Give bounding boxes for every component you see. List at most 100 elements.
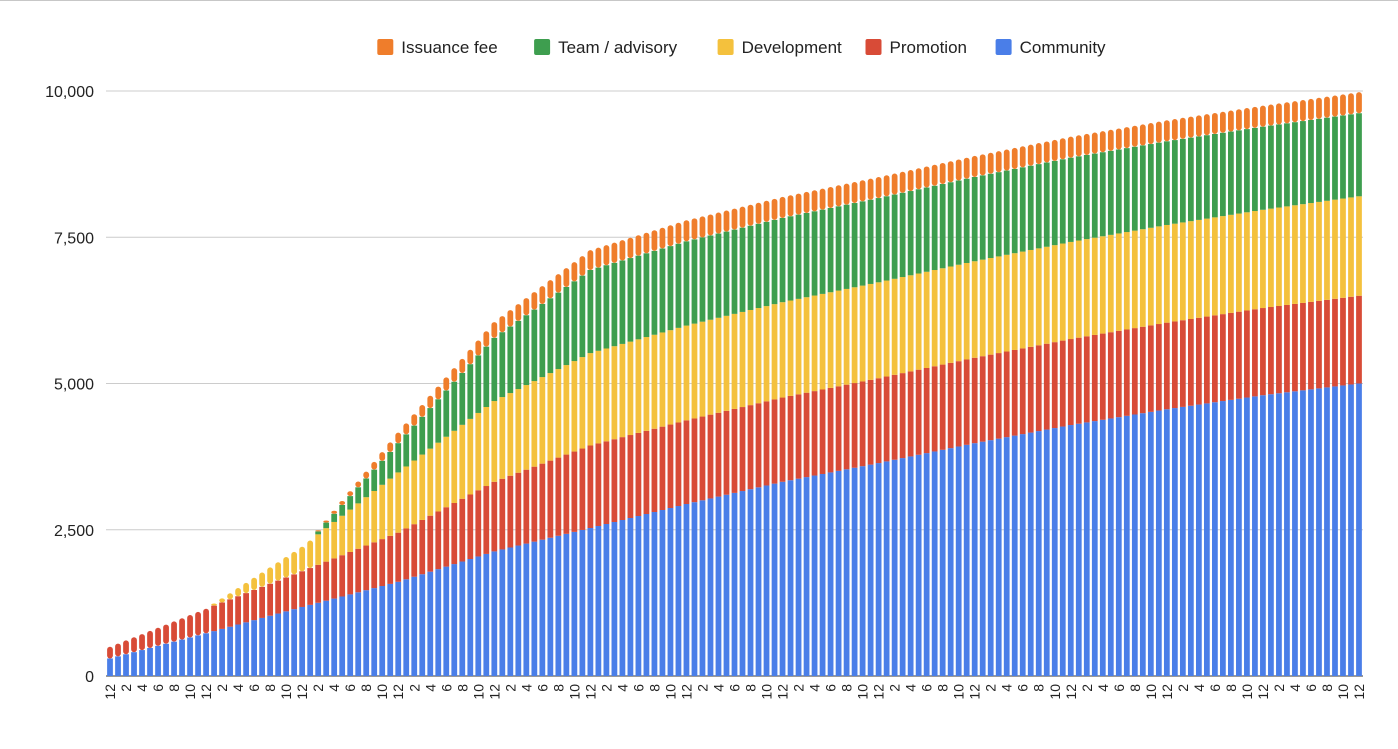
bar-segment-issuance-fee — [795, 193, 802, 215]
bar-segment-community — [1067, 425, 1074, 676]
bar-segment-team-advisory — [947, 182, 954, 267]
bar-segment-community — [219, 628, 225, 676]
x-tick-label: 8 — [743, 684, 759, 692]
bar-segment-community — [275, 613, 282, 676]
bar-segment-team-advisory — [771, 219, 778, 305]
bar-segment-community — [731, 492, 738, 676]
legend-item-development[interactable]: Development — [717, 38, 842, 57]
bar-segment-issuance-fee — [755, 202, 762, 224]
bar-segment-promotion — [1348, 296, 1354, 385]
bar-segment-issuance-fee — [427, 395, 434, 409]
bar-segment-issuance-fee — [1179, 117, 1186, 139]
bar-segment-promotion — [907, 371, 914, 457]
bar-segment-team-advisory — [403, 434, 410, 467]
bar-segment-promotion — [827, 387, 834, 473]
x-tick-label: 8 — [1031, 684, 1047, 692]
x-tick-label: 4 — [807, 684, 823, 692]
bar-segment-development — [1003, 254, 1010, 352]
bar-segment-issuance-fee — [987, 152, 994, 174]
x-tick-label: 12 — [582, 684, 598, 700]
bar-segment-promotion — [795, 394, 802, 479]
bar-segment-promotion — [1316, 300, 1322, 389]
bar-segment-issuance-fee — [835, 185, 842, 207]
bars — [107, 92, 1362, 677]
bar-segment-community — [667, 508, 674, 676]
bar-segment-team-advisory — [627, 258, 634, 342]
bar-segment-team-advisory — [915, 189, 922, 274]
bar-segment-issuance-fee — [1123, 127, 1130, 149]
bar-segment-issuance-fee — [515, 304, 522, 321]
bar-segment-development — [699, 321, 706, 417]
bar-segment-community — [683, 504, 690, 676]
bar-segment-team-advisory — [1284, 123, 1290, 207]
bar-segment-promotion — [1356, 295, 1362, 384]
bar-segment-development — [363, 497, 370, 546]
bar-segment-team-advisory — [867, 199, 874, 284]
bar-segment-issuance-fee — [363, 471, 370, 479]
bar-segment-issuance-fee — [443, 377, 450, 391]
bar-segment-team-advisory — [1171, 140, 1178, 224]
bar-segment-promotion — [203, 608, 209, 634]
bar-segment-promotion — [1228, 312, 1234, 400]
bar-segment-team-advisory — [811, 211, 818, 296]
bar-segment-development — [675, 327, 682, 423]
bar-segment-team-advisory — [515, 320, 522, 390]
bar-segment-development — [227, 593, 233, 600]
bar-segment-issuance-fee — [1051, 139, 1058, 161]
bar-segment-community — [899, 458, 906, 676]
bar-segment-promotion — [603, 441, 610, 524]
bar-segment-team-advisory — [1252, 127, 1258, 212]
bar-segment-promotion — [579, 448, 586, 530]
x-tick-label: 10 — [566, 684, 582, 700]
bar-segment-promotion — [811, 391, 818, 476]
legend-item-team-advisory[interactable]: Team / advisory — [534, 38, 678, 57]
bar-segment-promotion — [291, 574, 298, 610]
x-tick-label: 6 — [342, 684, 358, 692]
bar-segment-community — [251, 620, 257, 676]
legend-item-community[interactable]: Community — [995, 38, 1106, 57]
bar-segment-team-advisory — [939, 184, 946, 269]
bar-segment-issuance-fee — [1284, 102, 1290, 124]
bar-segment-community — [795, 478, 802, 676]
bar-segment-issuance-fee — [547, 280, 554, 299]
bar-segment-team-advisory — [1107, 150, 1114, 235]
legend-item-issuance-fee[interactable]: Issuance fee — [377, 38, 498, 57]
bar-segment-development — [1356, 196, 1362, 296]
bar-segment-issuance-fee — [1035, 143, 1042, 165]
bar-segment-development — [1284, 206, 1290, 305]
bar-segment-promotion — [667, 424, 674, 509]
bar-segment-development — [843, 288, 850, 385]
bar-segment-promotion — [379, 539, 386, 587]
bar-segment-development — [755, 308, 762, 404]
legend-item-promotion[interactable]: Promotion — [865, 38, 967, 57]
bar-segment-promotion — [1179, 320, 1186, 407]
bar-segment-promotion — [227, 599, 233, 627]
bar-segment-issuance-fee — [483, 331, 490, 347]
bar-segment-promotion — [331, 558, 338, 599]
x-tick-label: 2 — [406, 684, 422, 692]
bar-segment-development — [323, 528, 330, 562]
bar-segment-promotion — [459, 498, 466, 562]
bar-segment-issuance-fee — [395, 432, 402, 444]
bar-segment-development — [1123, 232, 1130, 330]
legend[interactable]: Issuance fee Team / advisory Development Pr… — [377, 38, 1106, 57]
bar-segment-community — [1308, 389, 1314, 676]
bar-segment-community — [739, 491, 746, 676]
bar-segment-promotion — [691, 418, 698, 503]
x-tick-label: 8 — [550, 684, 566, 692]
bar-segment-issuance-fee — [643, 232, 650, 254]
bar-segment-community — [1099, 419, 1106, 676]
bar-segment-promotion — [803, 392, 810, 478]
bar-segment-team-advisory — [859, 201, 866, 286]
bar-segment-issuance-fee — [451, 368, 458, 382]
bar-segment-team-advisory — [1163, 141, 1170, 225]
bar-segment-issuance-fee — [1067, 136, 1074, 158]
bar-segment-community — [1155, 410, 1162, 676]
bar-segment-development — [859, 285, 866, 382]
bar-segment-promotion — [523, 469, 530, 544]
bar-segment-promotion — [1019, 348, 1026, 435]
bar-segment-development — [731, 313, 738, 409]
bar-segment-development — [1292, 205, 1298, 304]
bar-segment-promotion — [995, 353, 1002, 439]
